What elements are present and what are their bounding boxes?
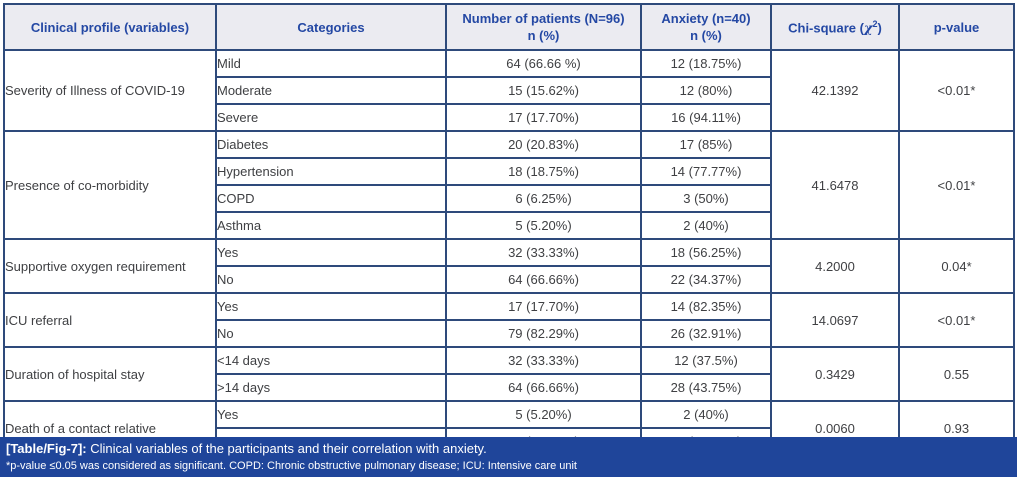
header-patients-line2: n (%)	[527, 28, 560, 43]
table-row: Hypertension 18 (18.75%) 14 (77.77%)	[4, 157, 1014, 186]
variable-cell: Presence of co-morbidity	[3, 130, 217, 240]
table-footnote: *p-value ≤0.05 was considered as signifi…	[6, 460, 577, 472]
category-cell: <14 days	[215, 346, 447, 375]
patients-cell: 20 (20.83%)	[445, 130, 642, 159]
table-caption-bar: [Table/Fig-7]: Clinical variables of the…	[0, 437, 1017, 477]
anxiety-cell: 12 (18.75%)	[640, 49, 772, 78]
patients-cell: 15 (15.62%)	[445, 76, 642, 105]
header-anxiety: Anxiety (n=40) n (%)	[640, 3, 772, 51]
anxiety-cell: 14 (77.77%)	[640, 157, 772, 186]
table-caption: [Table/Fig-7]: Clinical variables of the…	[6, 441, 1009, 457]
anxiety-cell: 28 (43.75%)	[640, 373, 772, 402]
header-chi-square: Chi-square (χ2)	[770, 3, 900, 51]
patients-cell: 32 (33.33%)	[445, 346, 642, 375]
table-row: Asthma 5 (5.20%) 2 (40%)	[4, 211, 1014, 240]
header-clinical-profile: Clinical profile (variables)	[3, 3, 217, 51]
patients-cell: 18 (18.75%)	[445, 157, 642, 186]
patients-cell: 5 (5.20%)	[445, 400, 642, 429]
p-value-cell: <0.01*	[898, 49, 1015, 132]
patients-cell: 5 (5.20%)	[445, 211, 642, 240]
header-patients-line1: Number of patients (N=96)	[462, 11, 625, 26]
anxiety-cell: 12 (37.5%)	[640, 346, 772, 375]
patients-cell: 6 (6.25%)	[445, 184, 642, 213]
table-row: Presence of co-morbidity Diabetes 20 (20…	[3, 130, 1015, 240]
anxiety-cell: 17 (85%)	[640, 130, 772, 159]
table-row: COPD 6 (6.25%) 3 (50%)	[4, 184, 1014, 213]
category-cell: COPD	[215, 184, 447, 213]
patients-cell: 32 (33.33%)	[445, 238, 642, 267]
patients-cell: 64 (66.66%)	[445, 265, 642, 294]
table-row: Severity of Illness of COVID-19 Mild 64 …	[3, 49, 1015, 132]
table-row: Duration of hospital stay <14 days 32 (3…	[3, 346, 1015, 402]
patients-cell: 64 (66.66%)	[445, 373, 642, 402]
header-row: Clinical profile (variables) Categories …	[3, 3, 1015, 51]
table-row: Moderate 15 (15.62%) 12 (80%)	[4, 76, 1014, 105]
category-cell: Asthma	[215, 211, 447, 240]
table-row: >14 days 64 (66.66%) 28 (43.75%)	[4, 373, 1014, 402]
anxiety-cell: 14 (82.35%)	[640, 292, 772, 321]
p-value-cell: 0.55	[898, 346, 1015, 402]
chi-symbol: χ	[863, 21, 873, 37]
anxiety-cell: 18 (56.25%)	[640, 238, 772, 267]
anxiety-cell: 26 (32.91%)	[640, 319, 772, 348]
patients-cell: 17 (17.70%)	[445, 103, 642, 132]
header-anxiety-line1: Anxiety (n=40)	[661, 11, 751, 26]
table-caption-text: Clinical variables of the participants a…	[86, 441, 487, 456]
header-categories: Categories	[215, 3, 447, 51]
chi-square-cell: 41.6478	[770, 130, 900, 240]
anxiety-cell: 2 (40%)	[640, 400, 772, 429]
category-cell: Diabetes	[215, 130, 447, 159]
category-cell: No	[215, 265, 447, 294]
table-row: No 79 (82.29%) 26 (32.91%)	[4, 319, 1014, 348]
chi-square-cell: 14.0697	[770, 292, 900, 348]
table-row: Severe 17 (17.70%) 16 (94.11%)	[4, 103, 1014, 132]
category-cell: Yes	[215, 292, 447, 321]
category-cell: >14 days	[215, 373, 447, 402]
category-cell: Moderate	[215, 76, 447, 105]
anxiety-cell: 16 (94.11%)	[640, 103, 772, 132]
category-cell: Yes	[215, 400, 447, 429]
table-caption-label: [Table/Fig-7]:	[6, 441, 87, 456]
category-cell: Yes	[215, 238, 447, 267]
variable-cell: ICU referral	[3, 292, 217, 348]
chi-square-cell: 0.3429	[770, 346, 900, 402]
anxiety-cell: 3 (50%)	[640, 184, 772, 213]
category-cell: No	[215, 319, 447, 348]
patients-cell: 64 (66.66 %)	[445, 49, 642, 78]
p-value-cell: 0.04*	[898, 238, 1015, 294]
clinical-table-container: Clinical profile (variables) Categories …	[3, 3, 1015, 456]
table-row: Supportive oxygen requirement Yes 32 (33…	[3, 238, 1015, 294]
patients-cell: 79 (82.29%)	[445, 319, 642, 348]
header-number-of-patients: Number of patients (N=96) n (%)	[445, 3, 642, 51]
p-value-cell: <0.01*	[898, 130, 1015, 240]
category-cell: Hypertension	[215, 157, 447, 186]
anxiety-cell: 12 (80%)	[640, 76, 772, 105]
header-p-value: p-value	[898, 3, 1015, 51]
chi-square-cell: 42.1392	[770, 49, 900, 132]
category-cell: Severe	[215, 103, 447, 132]
table-row: Death of a contact relative Yes 5 (5.20%…	[3, 400, 1015, 456]
patients-cell: 17 (17.70%)	[445, 292, 642, 321]
anxiety-cell: 22 (34.37%)	[640, 265, 772, 294]
category-cell: Mild	[215, 49, 447, 78]
table-row: No 64 (66.66%) 22 (34.37%)	[4, 265, 1014, 294]
clinical-variables-table: Clinical profile (variables) Categories …	[3, 3, 1015, 456]
variable-cell: Severity of Illness of COVID-19	[3, 49, 217, 132]
chi-square-cell: 4.2000	[770, 238, 900, 294]
variable-cell: Duration of hospital stay	[3, 346, 217, 402]
anxiety-cell: 2 (40%)	[640, 211, 772, 240]
header-anxiety-line2: n (%)	[690, 28, 722, 43]
table-row: ICU referral Yes 17 (17.70%) 14 (82.35%)…	[3, 292, 1015, 348]
p-value-cell: <0.01*	[898, 292, 1015, 348]
variable-cell: Supportive oxygen requirement	[3, 238, 217, 294]
